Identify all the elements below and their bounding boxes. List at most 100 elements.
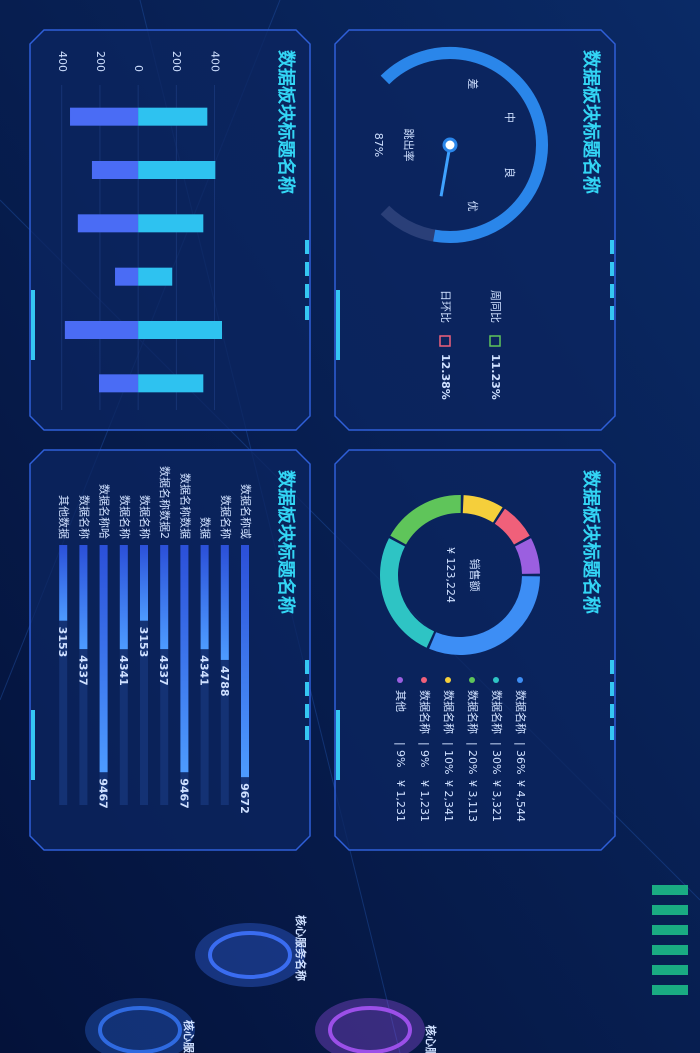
value-label: 4337 [157,655,170,686]
legend-dot [445,677,451,683]
panel-accent [610,284,614,298]
gauge-needle [439,144,452,197]
legend-amount: ¥ 3,113 [466,780,479,822]
bar [138,161,216,179]
bar [70,107,139,126]
panel-title: 数据板块标题名称 [275,470,297,614]
bar [138,107,208,126]
panel-accent [610,240,614,254]
stat-value: 11.23% [489,354,502,400]
category-label: 其他数据 [57,495,71,539]
value-label: 4341 [198,655,211,686]
legend-dot [469,677,475,683]
value-label: 4341 [117,655,130,686]
value-label: 4788 [218,666,231,697]
donut-segment [462,495,503,523]
panel-accent [305,704,309,718]
bar [98,374,139,393]
service-icon [208,931,292,979]
legend-dot [397,677,403,683]
bar [138,267,173,286]
panel-accent [31,710,35,780]
legend-amount: ¥ 4,544 [514,780,527,822]
bar [119,545,128,650]
bar [220,545,229,660]
panel-accent [305,262,309,276]
y-tick-label: 200 [94,51,107,72]
legend-name: 其他 [394,690,407,712]
panel-accent [610,660,614,674]
bar [138,374,204,393]
donut-segment [429,575,540,655]
bar [140,545,148,621]
donut-segment [390,495,461,545]
corner-stripes [652,885,688,995]
legend-sep: | [490,742,503,746]
bar [79,545,88,650]
stat-name: 周同比 [489,290,502,323]
donut-segment [380,538,435,648]
legend-dot [421,677,427,683]
category-label: 数据 [199,517,213,539]
panel-title: 数据板块标题名称 [275,50,297,194]
donut-total: ¥ 123,224 [444,547,457,603]
legend-percent: 9% [394,750,407,767]
bar [241,545,249,778]
panel-accent [305,240,309,254]
panel-accent [31,290,35,360]
bar [77,214,139,233]
legend-dot [493,677,499,683]
category-label: 数据名称 [138,495,152,539]
service-label: 核心服务名称 [182,1020,196,1053]
gauge-label: 跳出率 [402,129,416,162]
value-label: 4337 [76,655,89,686]
panel-accent [305,284,309,298]
legend-amount: ¥ 1,231 [394,780,407,822]
gauge-value-label: 87% [372,133,385,157]
bar [200,545,209,650]
category-label: 数据名称或 [239,484,253,539]
bar [59,545,68,621]
gauge-value [380,47,548,243]
gauge-scale-label: 差 [466,78,480,89]
y-tick-label: 400 [56,51,69,72]
category-label: 数据名称哈 [98,484,112,539]
value-label: 9467 [177,778,190,809]
y-tick-label: 0 [132,65,145,72]
panel-accent [305,682,309,696]
panel-accent [305,660,309,674]
gauge-scale-label: 优 [466,201,479,212]
legend-sep: | [442,742,455,746]
panel-accent [336,290,340,360]
category-label: 数据名称 [118,495,132,539]
legend-name: 数据名称 [466,690,480,734]
stat-icon [439,335,451,347]
y-tick-label: 200 [170,51,183,72]
legend-amount: ¥ 3,321 [490,780,503,822]
category-label: 数据名称数据 [178,473,192,539]
legend-name: 数据名称 [514,690,528,734]
value-label: 3153 [137,627,150,658]
legend-amount: ¥ 2,341 [442,780,455,822]
stat-name: 日环比 [439,290,452,323]
panel-title: 数据板块标题名称 [580,470,602,614]
panel-accent [610,726,614,740]
legend-percent: 30% [490,750,503,774]
legend-sep: | [418,742,431,746]
legend-name: 数据名称 [418,690,432,734]
bar [138,214,204,233]
service-icon [98,1006,182,1053]
legend-name: 数据名称 [442,690,456,734]
bar [91,161,139,179]
gauge-scale-label: 中 [503,112,516,123]
category-label: 数据名称数据2 [158,466,172,539]
category-label: 数据名称 [219,495,233,539]
panel-accent [305,306,309,320]
bar [115,267,139,286]
service-label: 核心服务名称 [424,1025,438,1053]
legend-percent: 10% [442,750,455,774]
panel-accent [305,726,309,740]
legend-percent: 36% [514,750,527,774]
service-label: 核心服务名称 [294,915,308,981]
